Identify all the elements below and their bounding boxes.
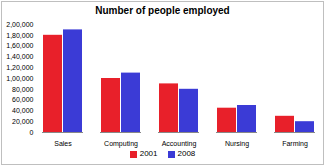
svg-text:Accounting: Accounting	[162, 140, 197, 148]
svg-text:1,00,000: 1,00,000	[6, 75, 33, 82]
svg-text:20,000: 20,000	[12, 118, 34, 125]
svg-text:40,000: 40,000	[12, 107, 34, 114]
svg-text:1,80,000: 1,80,000	[6, 32, 33, 39]
svg-text:Farming: Farming	[282, 140, 308, 148]
svg-text:1,20,000: 1,20,000	[6, 64, 33, 71]
svg-text:1,40,000: 1,40,000	[6, 53, 33, 60]
svg-text:60,000: 60,000	[12, 96, 34, 103]
html-text:2001: 2001	[139, 149, 158, 158]
svg-text:Sales: Sales	[54, 140, 72, 147]
svg-text:80,000: 80,000	[12, 86, 34, 93]
svg-text:Nursing: Nursing	[225, 140, 249, 148]
svg-text:2,00,000: 2,00,000	[6, 21, 33, 28]
html-text:Number of people employed: Number of people employed	[95, 5, 230, 16]
svg-text:1,60,000: 1,60,000	[6, 42, 33, 49]
html-text:2008: 2008	[177, 149, 196, 158]
svg-text:Computing: Computing	[104, 140, 138, 148]
svg-text:0: 0	[30, 129, 34, 136]
